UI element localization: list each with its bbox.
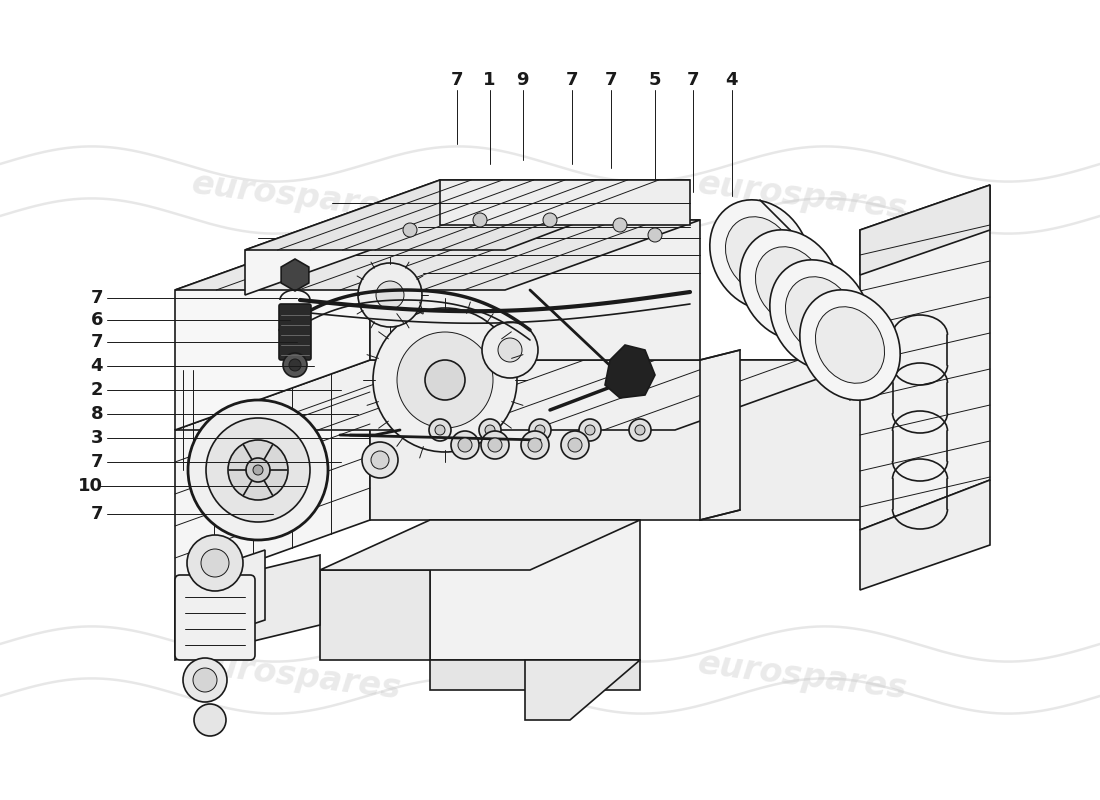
Polygon shape [440, 180, 690, 225]
Circle shape [253, 465, 263, 475]
Ellipse shape [756, 246, 825, 323]
Polygon shape [370, 220, 700, 360]
Polygon shape [175, 555, 320, 660]
Text: 7: 7 [90, 454, 103, 471]
Circle shape [521, 431, 549, 459]
Circle shape [283, 353, 307, 377]
Circle shape [535, 425, 544, 435]
Circle shape [585, 425, 595, 435]
Circle shape [648, 228, 662, 242]
Polygon shape [860, 185, 990, 275]
Ellipse shape [726, 217, 794, 294]
Ellipse shape [815, 306, 884, 383]
Polygon shape [860, 185, 990, 530]
Text: 7: 7 [90, 289, 103, 306]
Circle shape [183, 658, 227, 702]
Polygon shape [175, 360, 370, 590]
Text: 8: 8 [90, 406, 103, 423]
Text: 9: 9 [516, 71, 529, 89]
Polygon shape [245, 180, 690, 250]
Circle shape [473, 213, 487, 227]
Circle shape [568, 438, 582, 452]
Text: 5: 5 [648, 71, 661, 89]
Polygon shape [860, 480, 990, 590]
Text: 4: 4 [90, 358, 103, 375]
Circle shape [397, 332, 493, 428]
Polygon shape [320, 570, 430, 660]
Polygon shape [430, 520, 640, 660]
Circle shape [194, 704, 226, 736]
Circle shape [629, 419, 651, 441]
Circle shape [451, 431, 478, 459]
Polygon shape [605, 345, 654, 398]
Circle shape [434, 425, 446, 435]
Circle shape [543, 213, 557, 227]
Polygon shape [525, 660, 640, 720]
Text: eurospares: eurospares [696, 166, 910, 226]
Circle shape [482, 322, 538, 378]
Circle shape [485, 425, 495, 435]
Circle shape [188, 400, 328, 540]
Circle shape [228, 440, 288, 500]
Circle shape [201, 549, 229, 577]
Circle shape [289, 359, 301, 371]
Circle shape [192, 668, 217, 692]
Circle shape [358, 263, 422, 327]
Circle shape [528, 438, 542, 452]
Circle shape [635, 425, 645, 435]
Circle shape [488, 438, 502, 452]
Polygon shape [175, 360, 870, 430]
Text: 2: 2 [90, 382, 103, 399]
Text: 7: 7 [604, 71, 617, 89]
Circle shape [478, 419, 500, 441]
Text: eurospares: eurospares [190, 646, 404, 706]
Text: 7: 7 [450, 71, 463, 89]
Circle shape [561, 431, 588, 459]
Polygon shape [700, 350, 740, 520]
Circle shape [371, 451, 389, 469]
Circle shape [613, 218, 627, 232]
Circle shape [498, 338, 522, 362]
Text: 7: 7 [565, 71, 579, 89]
Circle shape [529, 419, 551, 441]
Polygon shape [175, 550, 265, 650]
Circle shape [458, 438, 472, 452]
Text: eurospares: eurospares [190, 166, 404, 226]
Circle shape [373, 308, 517, 452]
Text: 6: 6 [90, 311, 103, 329]
Polygon shape [175, 220, 700, 290]
Circle shape [579, 419, 601, 441]
Text: 1: 1 [483, 71, 496, 89]
Circle shape [376, 281, 404, 309]
Circle shape [481, 431, 509, 459]
Ellipse shape [740, 230, 840, 340]
Text: 7: 7 [686, 71, 700, 89]
Text: 4: 4 [725, 71, 738, 89]
Circle shape [403, 223, 417, 237]
Polygon shape [430, 660, 640, 690]
Circle shape [206, 418, 310, 522]
Circle shape [429, 419, 451, 441]
Text: 7: 7 [90, 505, 103, 522]
Circle shape [362, 442, 398, 478]
Circle shape [187, 535, 243, 591]
FancyBboxPatch shape [175, 575, 255, 660]
FancyBboxPatch shape [279, 304, 311, 360]
Ellipse shape [710, 200, 811, 310]
Polygon shape [175, 220, 370, 430]
Text: eurospares: eurospares [696, 646, 910, 706]
Circle shape [246, 458, 270, 482]
Ellipse shape [770, 260, 870, 370]
Text: 10: 10 [78, 478, 102, 495]
Polygon shape [245, 180, 440, 295]
Polygon shape [320, 520, 640, 570]
Text: 3: 3 [90, 430, 103, 447]
Circle shape [425, 360, 465, 400]
Ellipse shape [800, 290, 900, 400]
Polygon shape [370, 360, 870, 520]
Ellipse shape [785, 277, 855, 354]
Text: 7: 7 [90, 334, 103, 351]
